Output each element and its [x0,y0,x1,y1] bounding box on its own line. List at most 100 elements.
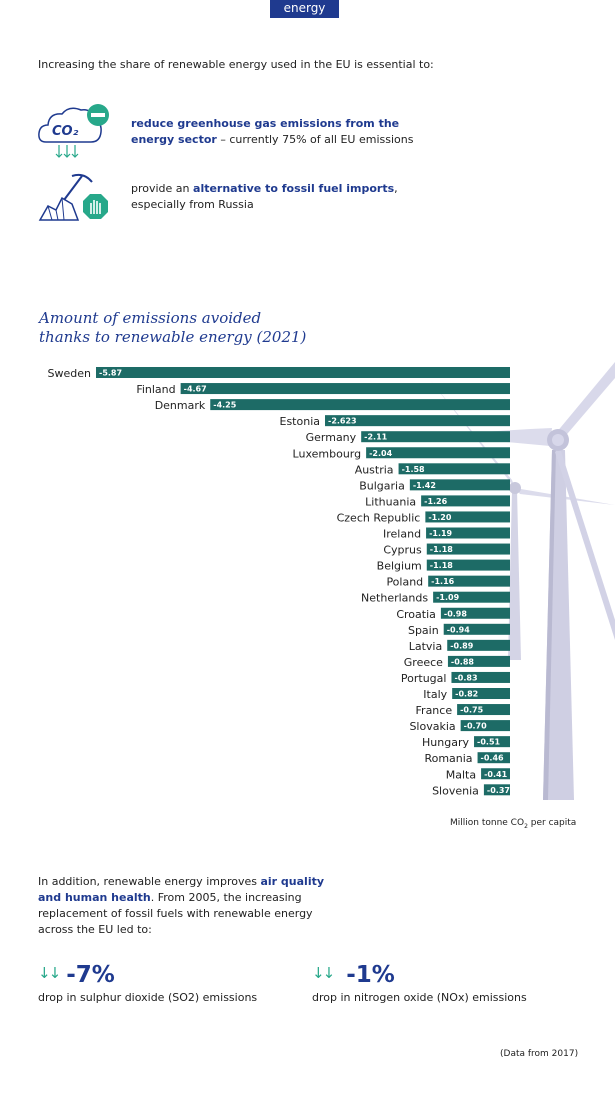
additional-text: In addition, renewable energy improves a… [38,874,348,938]
bar-value-slovakia: -0.70 [464,722,487,731]
bar-luxembourg [366,447,510,459]
bar-value-netherlands: -1.09 [436,593,459,602]
bar-value-luxembourg: -2.04 [369,449,392,458]
bar-belgium [426,559,510,571]
bar-ireland [426,527,510,539]
bar-value-belgium: -1.18 [430,561,453,570]
svg-text:CO₂: CO₂ [52,124,79,139]
down-arrows-icon: ↓↓ [312,964,335,982]
bar-value-malta: -0.41 [484,770,507,779]
bar-slovenia [483,784,510,796]
stat-so2: ↓↓ -7% [38,962,115,988]
bar-value-ireland: -1.19 [429,529,452,538]
point-alternative-rest: , especially from Russia [131,182,398,211]
bar-bulgaria [409,479,510,491]
bar-label-france: France [416,704,453,717]
bar-finland [180,383,510,395]
wind-turbine-illustration [430,362,615,800]
bar-slovakia [460,720,510,732]
emissions-bar-chart: -5.87 Sweden -4.67 Finland -4.25 Denmark -2.62… [48,362,615,800]
bar-value-croatia: -0.98 [444,609,467,618]
bar-sweden [96,367,510,378]
bar-poland [428,575,510,587]
bar-spain [443,623,510,635]
point-alternative: provide an alternative to fossil fuel im… [131,181,431,213]
stat-so2-label: drop in sulphur dioxide (SO2) emissions [38,991,258,1004]
bar-label-finland: Finland [136,383,175,396]
bar-label-croatia: Croatia [396,608,436,621]
point-emissions-bold: reduce greenhouse gas emissions from the… [131,117,400,146]
chart-title: Amount of emissions avoided thanks to re… [39,309,306,347]
bar-latvia [447,639,510,651]
point-emissions-rest: – currently 75% of all EU emissions [216,133,414,146]
bar-value-germany: -2.11 [364,433,387,442]
point-alternative-bold: alternative to fossil fuel imports [193,182,395,195]
bar-lithuania [421,495,510,507]
bar-netherlands [433,591,510,603]
bar-label-czech-republic: Czech Republic [337,511,421,524]
bar-romania [477,752,510,764]
chart-title-line-2: thanks to renewable energy (2021) [39,328,307,346]
bar-value-spain: -0.94 [447,625,470,634]
stat-nox: ↓↓ -1% [312,962,395,988]
bar-value-latvia: -0.89 [450,641,473,650]
stat-nox-label: drop in nitrogen oxide (NOx) emissions [312,991,527,1004]
bar-label-sweden: Sweden [48,367,91,380]
bar-label-spain: Spain [408,624,439,637]
point-alternative-pre: provide an [131,182,194,195]
fossil-fuel-stop-icon [38,170,114,226]
bar-label-latvia: Latvia [409,640,443,653]
bar-label-luxembourg: Luxembourg [293,447,362,460]
bar-label-netherlands: Netherlands [361,592,428,605]
bar-denmark [210,399,510,411]
chart-title-line-1: Amount of emissions avoided [39,309,262,327]
bar-austria [398,463,510,475]
bar-label-greece: Greece [404,656,443,669]
bar-label-austria: Austria [355,463,394,476]
point-emissions: reduce greenhouse gas emissions from the… [131,116,431,148]
bar-czech-republic [425,511,510,523]
bar-label-bulgaria: Bulgaria [359,479,405,492]
bar-malta [481,768,510,780]
bar-label-germany: Germany [306,431,357,444]
additional-pre: In addition, renewable energy improves [38,875,261,888]
co2-reduction-icon: CO₂ [36,102,112,162]
bar-value-italy: -0.82 [455,690,478,699]
bar-value-bulgaria: -1.42 [413,481,436,490]
intro-text: Increasing the share of renewable energy… [38,58,434,71]
data-footnote: (Data from 2017) [500,1049,579,1059]
additional-bold: air quality and human health [38,875,325,904]
bar-croatia [440,607,510,619]
bar-label-slovakia: Slovakia [409,720,455,733]
bar-estonia [325,415,510,427]
bar-france [457,704,510,716]
bar-value-greece: -0.88 [451,657,474,666]
bar-value-lithuania: -1.26 [424,497,447,506]
section-tab-energy[interactable]: energy [270,0,339,18]
stat-so2-value: -7% [66,962,115,988]
bar-italy [452,688,510,699]
bar-value-cyprus: -1.18 [430,545,453,554]
bar-label-ireland: Ireland [383,528,421,541]
bar-label-italy: Italy [423,688,447,701]
bar-label-belgium: Belgium [377,560,422,573]
bar-label-cyprus: Cyprus [383,544,422,557]
bar-value-estonia: -2.623 [328,417,357,426]
bar-label-romania: Romania [424,752,472,765]
bar-label-hungary: Hungary [422,736,469,749]
bar-value-austria: -1.58 [402,465,425,474]
bar-value-hungary: -0.51 [477,738,500,747]
bars-group: -5.87 Sweden -4.67 Finland -4.25 Denmark -2.62… [48,367,510,797]
bar-label-denmark: Denmark [155,399,206,412]
bar-portugal [451,671,510,683]
bar-value-finland: -4.67 [184,385,207,394]
bar-value-denmark: -4.25 [213,401,236,410]
bar-value-czech-republic: -1.20 [428,513,451,522]
bar-label-slovenia: Slovenia [432,784,479,797]
bar-value-poland: -1.16 [431,577,454,586]
bar-label-lithuania: Lithuania [365,495,416,508]
bar-value-romania: -0.46 [481,754,504,763]
unit-subscript: 2 [524,822,528,830]
chart-unit-label: Million tonne CO2 per capita [450,818,576,830]
bar-hungary [474,736,510,748]
